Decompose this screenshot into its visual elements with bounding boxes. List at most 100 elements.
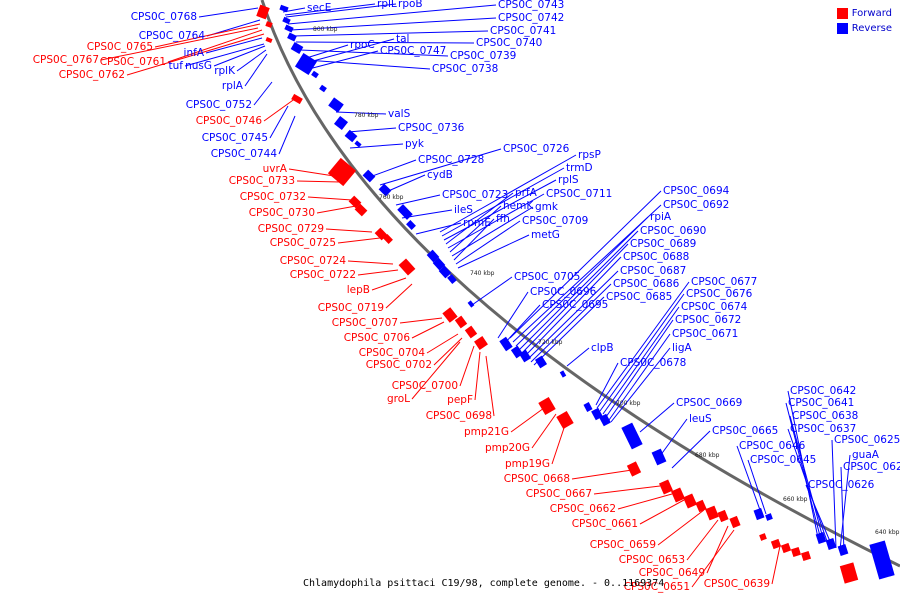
reverse-gene-label: CPS0C_0645 (750, 454, 816, 466)
forward-gene-block (717, 509, 729, 523)
reverse-gene-label: CPS0C_0741 (490, 25, 556, 37)
label-connector (296, 180, 341, 183)
label-connector (236, 49, 267, 72)
reverse-gene-label: rpoC (350, 39, 375, 51)
reverse-gene-label: rplA (222, 80, 244, 92)
legend-forward: Forward (836, 8, 892, 19)
forward-gene-label: CPS0C_0667 (526, 488, 592, 500)
forward-gene-block (658, 479, 674, 495)
reverse-gene-label: CPS0C_0694 (663, 185, 730, 197)
reverse-gene-label: rplL (377, 0, 397, 10)
reverse-gene-label: rpsP (578, 149, 601, 161)
reverse-gene-label: CPS0C_0672 (675, 314, 741, 326)
label-connector (411, 321, 445, 339)
forward-gene-block (800, 550, 812, 562)
label-connector (533, 296, 605, 366)
reverse-gene-label: metG (531, 229, 560, 241)
label-connector (602, 306, 680, 415)
forward-gene-block (682, 493, 698, 509)
reverse-gene-block (837, 544, 849, 556)
forward-gene-label: pmp20G (485, 442, 530, 454)
forward-gene-label: CPS0C_0733 (229, 175, 295, 187)
reverse-gene-block (651, 448, 667, 466)
label-connector (595, 362, 619, 406)
label-connector (366, 159, 417, 179)
reverse-gene-label: cydB (427, 169, 453, 181)
reverse-gene-label: CPS0C_0637 (790, 423, 856, 435)
label-connector (307, 196, 353, 201)
forward-gene-block (398, 258, 416, 276)
reverse-gene-block (447, 274, 457, 284)
forward-gene-block (538, 396, 556, 416)
scale-tick-label: 680 kbp (695, 452, 720, 459)
reverse-swatch (836, 23, 848, 34)
forward-gene-label: CPS0C_0662 (550, 503, 616, 515)
reverse-gene-label: prfA (515, 187, 538, 199)
label-connector (290, 17, 497, 31)
label-connector (213, 45, 266, 67)
forward-gene-label: CPS0C_0746 (196, 115, 263, 127)
label-connector (441, 167, 565, 237)
label-connector (787, 428, 829, 545)
forward-gene-label: pmp19G (505, 458, 550, 470)
reverse-gene-label: CPS0C_0736 (398, 122, 465, 134)
forward-gene-label: CPS0C_0702 (366, 359, 432, 371)
label-connector (399, 317, 443, 324)
forward-gene-label: CPS0C_0767 (33, 54, 99, 66)
scale-tick-label: 800 kbp (313, 26, 338, 33)
genome-caption: Chlamydophila psittaci C19/98, complete … (303, 578, 665, 589)
label-connector (671, 430, 711, 469)
reverse-gene-label: ligA (672, 342, 692, 354)
forward-gene-block (759, 533, 767, 541)
label-connector (439, 154, 577, 233)
reverse-gene-label: ffh (496, 213, 510, 225)
label-connector (471, 276, 513, 306)
reverse-gene-label: CPS0C_0686 (613, 278, 680, 290)
forward-gene-label: CPS0C_0668 (504, 473, 570, 485)
reverse-gene-block (328, 97, 344, 113)
reverse-gene-label: CPS0C_0711 (546, 188, 612, 200)
reverse-gene-label: CPS0C_0674 (681, 301, 748, 313)
reverse-gene-label: CPS0C_0705 (514, 271, 580, 283)
scale-tick-label: 700 kbp (616, 400, 641, 407)
reverse-gene-block (753, 507, 765, 521)
label-connector (415, 222, 462, 235)
forward-gene-label: CPS0C_0722 (290, 269, 356, 281)
label-connector (299, 49, 449, 57)
label-connector (617, 493, 673, 510)
forward-gene-block (383, 234, 393, 244)
forward-gene-label: CPS0C_0659 (590, 539, 656, 551)
reverse-gene-label: rpmE (463, 217, 491, 229)
label-connector (503, 304, 541, 345)
reverse-gene-label: rpoB (398, 0, 423, 10)
forward-gene-label: CPS0C_0724 (280, 255, 347, 267)
reverse-gene-label: CPS0C_0740 (476, 37, 542, 49)
label-connector (282, 7, 306, 13)
forward-gene-label: CPS0C_0730 (249, 207, 315, 219)
forward-gene-label: CPS0C_0761 (100, 56, 166, 68)
reverse-gene-label: rplK (214, 65, 236, 77)
reverse-gene-label: trmD (566, 162, 593, 174)
label-connector (126, 33, 265, 76)
forward-gene-block (291, 93, 303, 105)
label-connector (316, 205, 357, 214)
label-connector (524, 256, 622, 357)
reverse-gene-block (287, 32, 297, 42)
forward-gene-block (265, 37, 273, 43)
reverse-gene-label: ileS (454, 204, 473, 216)
reverse-gene-label: CPS0C_0764 (139, 30, 206, 42)
reverse-gene-block (284, 24, 294, 33)
scale-tick-label: 760 kbp (379, 194, 404, 201)
label-connector (335, 111, 387, 115)
reverse-gene-label: CPS0C_0689 (630, 238, 696, 250)
label-connector (269, 105, 289, 139)
forward-gene-label: pmp21G (464, 426, 509, 438)
reverse-gene-label: CPS0C_0726 (503, 143, 570, 155)
reverse-gene-label: rpiA (650, 211, 672, 223)
label-connector (518, 230, 639, 351)
forward-gene-block (464, 325, 478, 339)
label-connector (453, 218, 495, 261)
label-connector (411, 341, 461, 400)
reverse-gene-label: CPS0C_0677 (691, 276, 757, 288)
